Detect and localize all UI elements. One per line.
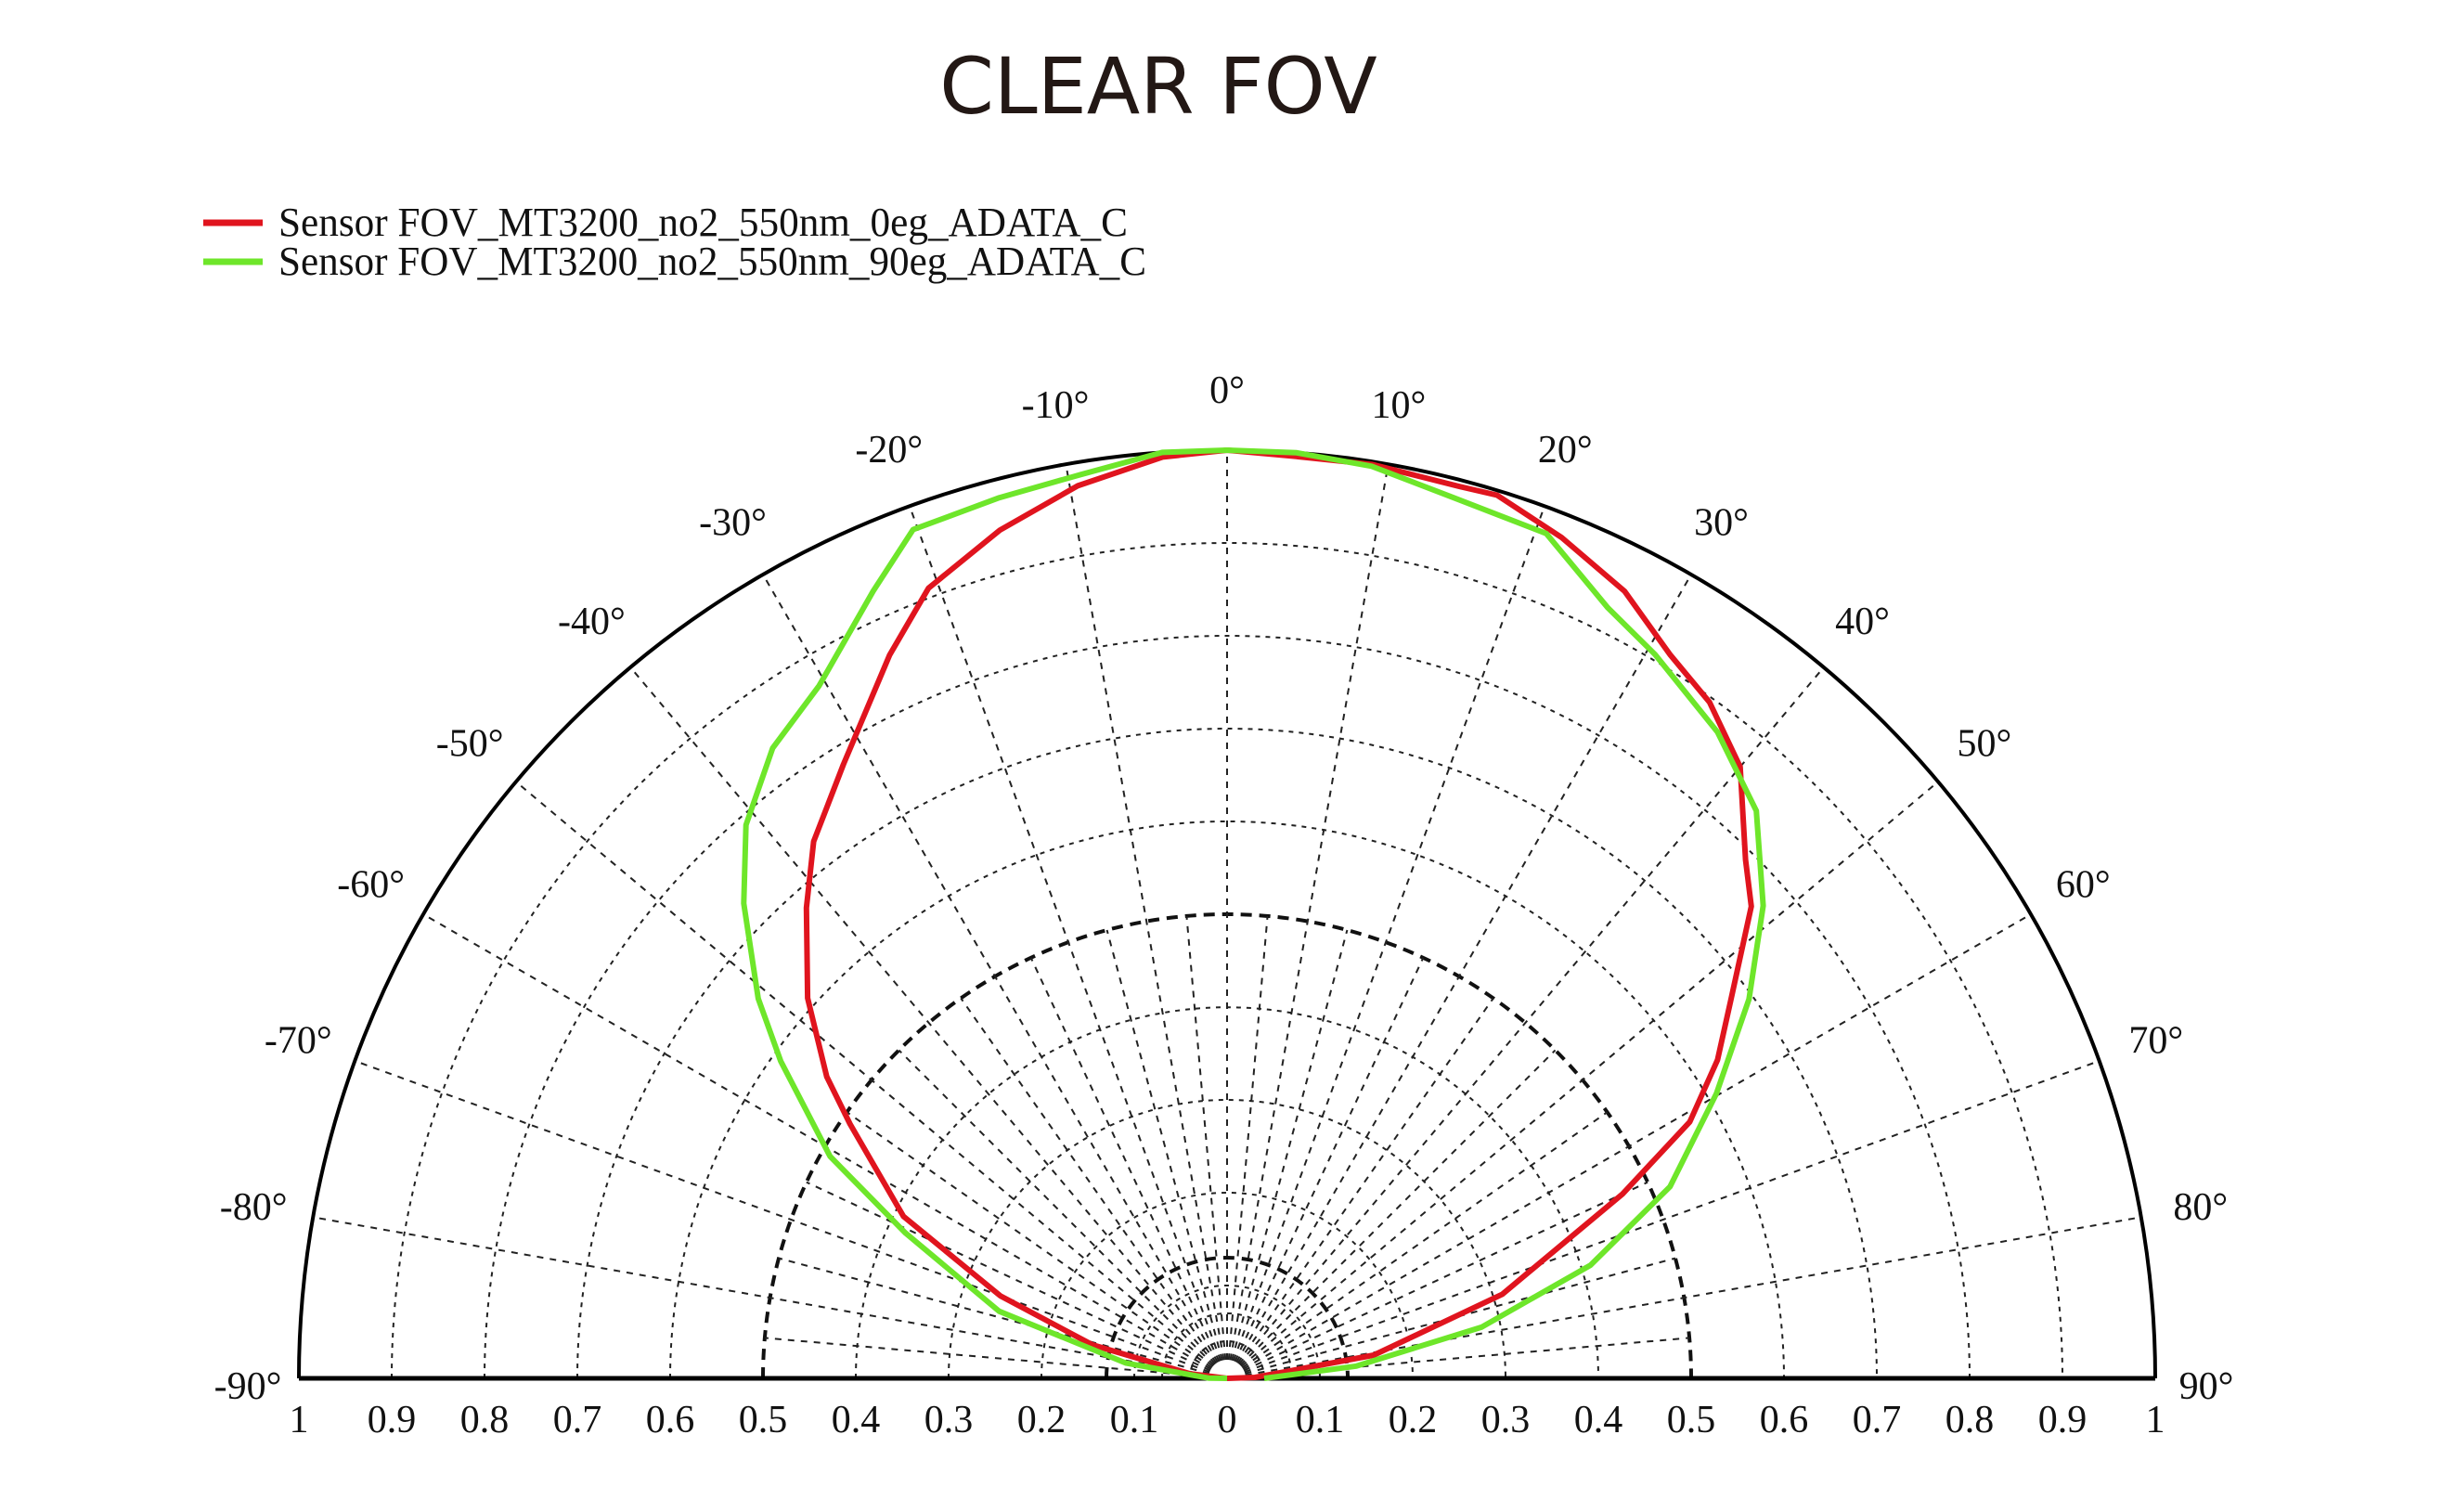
grid-radial-line <box>1229 464 1390 1361</box>
angle-tick-label: 70° <box>2128 1020 2183 1063</box>
radial-tick-label: 0.3 <box>924 1399 974 1441</box>
grid-radial-line <box>1029 957 1221 1363</box>
radial-tick-label: 0.6 <box>1760 1399 1809 1441</box>
grid-circle <box>1133 1285 1321 1379</box>
grid-radial-line <box>1245 1337 1690 1378</box>
grid-radial-line <box>762 574 1219 1363</box>
grid-circle <box>669 821 1785 1379</box>
angle-tick-label: 50° <box>1957 722 2011 765</box>
grid-circle <box>948 1099 1506 1379</box>
grid-radial-line <box>1185 915 1227 1361</box>
radial-tick-label: 0.1 <box>1110 1399 1159 1441</box>
grid-radial-line <box>629 666 1216 1365</box>
grid-radial-line <box>1231 929 1349 1361</box>
radial-tick-label: 0 <box>1218 1399 1237 1441</box>
grid-radial-line <box>1245 1216 2141 1376</box>
angle-tick-label: -90° <box>214 1365 282 1408</box>
grid-radial-line <box>1236 997 1494 1364</box>
grid-circle <box>391 542 2063 1379</box>
grid-radial-line <box>909 505 1222 1362</box>
grid-radial-line <box>1235 574 1692 1363</box>
grid-radial-line <box>960 997 1218 1364</box>
grid-circle <box>484 635 1971 1379</box>
chart-title: CLEAR FOV <box>939 41 1377 132</box>
grid-radial-line <box>1232 505 1545 1362</box>
angle-tick-label: 10° <box>1372 384 1427 427</box>
grid-radial-line <box>313 1216 1209 1376</box>
grid-radial-line <box>1065 464 1225 1361</box>
angle-tick-label: 30° <box>1694 502 1749 545</box>
grid-radial-line <box>1243 1181 1648 1372</box>
angle-tick-label: 80° <box>2173 1186 2228 1229</box>
grid-radial-line <box>1234 957 1425 1363</box>
grid-radial-line <box>764 1337 1209 1378</box>
grid-radial-line <box>515 781 1214 1367</box>
radial-tick-label: 0.6 <box>646 1399 695 1441</box>
grid-radial-line <box>354 1060 1210 1374</box>
grid-radial-line <box>1242 913 2032 1370</box>
angle-tick-label: 20° <box>1538 429 1593 472</box>
angle-tick-label: -40° <box>558 601 626 643</box>
grid-radial-line <box>1239 1049 1557 1366</box>
radial-tick-label: 0.8 <box>1945 1399 1995 1441</box>
radial-tick-label: 0.2 <box>1389 1399 1438 1441</box>
radial-tick-label: 0.1 <box>1296 1399 1345 1441</box>
angle-tick-label: -20° <box>855 429 923 472</box>
grid-radial-line <box>1244 1060 2100 1374</box>
grid-radial-line <box>1238 666 1825 1365</box>
radial-tick-label: 0.5 <box>1667 1399 1716 1441</box>
radial-tick-label: 1 <box>2146 1399 2165 1441</box>
grid-circle-bold <box>1105 1256 1350 1379</box>
grid-radial-line <box>1227 915 1269 1361</box>
angle-tick-label: -30° <box>699 502 767 545</box>
radial-tick-label: 0.2 <box>1017 1399 1066 1441</box>
grid-radial-line <box>422 913 1212 1370</box>
grid-circle <box>1041 1192 1414 1379</box>
grid-radial-line <box>778 1257 1209 1375</box>
grid-radial-line <box>846 1111 1213 1369</box>
series-group <box>741 447 1766 1381</box>
angle-tick-label: -70° <box>265 1020 332 1063</box>
radial-tick-label: 0.9 <box>368 1399 417 1441</box>
radial-tick-label: 0.4 <box>1574 1399 1623 1441</box>
angle-tick-label: -60° <box>337 864 405 907</box>
legend: Sensor FOV_MT3200_no2_550nm_0eg_ADATA_C … <box>203 200 1146 284</box>
angle-tick-label: -80° <box>220 1186 288 1229</box>
grid-radial-line <box>1105 929 1223 1361</box>
radial-tick-label: 0.7 <box>553 1399 602 1441</box>
grid-radial-line <box>1240 781 1939 1367</box>
legend-label-90deg: Sensor FOV_MT3200_no2_550nm_90eg_ADATA_C <box>278 239 1146 284</box>
angle-tick-label: -10° <box>1022 384 1090 427</box>
grid-radial-line <box>898 1049 1215 1366</box>
radial-tick-label: 0.5 <box>739 1399 788 1441</box>
polar-grid <box>297 448 2157 1381</box>
angle-tick-label: 40° <box>1835 601 1890 643</box>
grid-radial-line <box>1241 1111 1609 1369</box>
angle-tick-label: -50° <box>436 722 504 765</box>
angle-tick-label: 0° <box>1209 369 1245 412</box>
radial-tick-label: 0.7 <box>1853 1399 1902 1441</box>
radial-tick-label: 0.4 <box>832 1399 881 1441</box>
legend-label-0deg: Sensor FOV_MT3200_no2_550nm_0eg_ADATA_C <box>278 200 1128 245</box>
angle-tick-label: 90° <box>2179 1365 2234 1408</box>
radial-tick-label: 0.9 <box>2038 1399 2088 1441</box>
grid-radial-line <box>806 1181 1211 1372</box>
series-line-1 <box>741 447 1766 1381</box>
radial-tick-label: 0.8 <box>460 1399 510 1441</box>
tick-labels: -90°-80°-70°-60°-50°-40°-30°-20°-10° 0° 10… <box>214 369 2234 1441</box>
series-line-0 <box>803 447 1754 1381</box>
angle-tick-label: 60° <box>2056 864 2111 907</box>
radial-tick-label: 0.3 <box>1481 1399 1531 1441</box>
grid-circle <box>1161 1312 1293 1379</box>
radial-tick-label: 1 <box>290 1399 309 1441</box>
